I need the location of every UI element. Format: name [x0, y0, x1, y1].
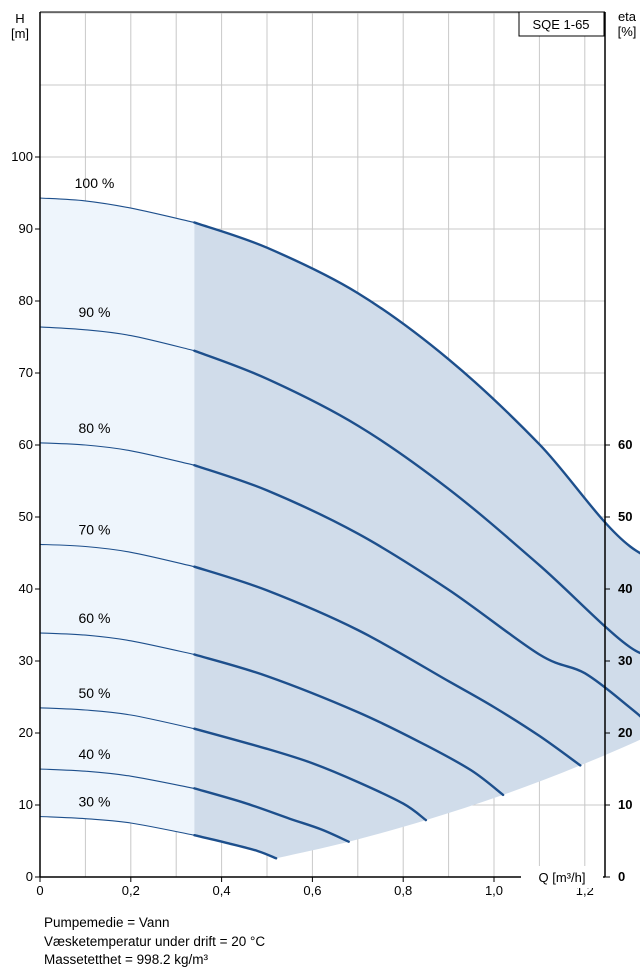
operating-area — [40, 198, 640, 859]
curve-label: 30 % — [79, 794, 111, 810]
note-temperature: Væsketemperatur under drift = 20 °C — [44, 933, 266, 949]
y2-axis-title-line2: [%] — [618, 24, 637, 39]
y-axis-title-line1: H — [15, 11, 24, 26]
model-label: SQE 1-65 — [532, 17, 589, 32]
curve-100-thin — [39, 197, 195, 224]
curve-label: 50 % — [79, 685, 111, 701]
curves — [39, 197, 640, 860]
y-axis-title-line2: [m] — [11, 26, 29, 41]
y-tick-label: 70 — [19, 365, 33, 380]
y-tick-label: 60 — [19, 437, 33, 452]
y-tick-label: 100 — [11, 149, 33, 164]
x-axis-title: Q [m³/h] — [539, 870, 586, 885]
curve-70-thick — [193, 565, 582, 767]
curve-90-thick — [193, 349, 640, 655]
notes: Pumpemedie = Vann Væsketemperatur under … — [44, 914, 265, 970]
curve-40-thin — [39, 768, 195, 789]
curve-100-thick — [193, 221, 640, 555]
curve-label: 70 % — [79, 521, 111, 537]
x-axis-title-bg — [521, 866, 603, 888]
y-tick-label: 20 — [19, 725, 33, 740]
y-tick-label: 10 — [19, 797, 33, 812]
y-tick-label: 80 — [19, 293, 33, 308]
y-tick-label: 50 — [19, 509, 33, 524]
x-tick-label: 1,0 — [485, 883, 503, 898]
note-density: Massetetthet = 998.2 kg/m³ — [44, 952, 208, 967]
operating-range-area — [194, 222, 640, 859]
curve-40-thick — [193, 787, 350, 843]
curve-label: 80 % — [79, 420, 111, 436]
note-medium: Pumpemedie = Vann — [44, 915, 170, 930]
y2-tick-label: 0 — [618, 869, 625, 884]
y2-tick-label: 50 — [618, 509, 632, 524]
y2-tick-label: 10 — [618, 797, 632, 812]
curve-50-thin — [39, 707, 195, 730]
y-tick-label: 90 — [19, 221, 33, 236]
curve-60-thin — [39, 632, 195, 656]
y2-tick-label: 40 — [618, 581, 632, 596]
curve-30-thick — [193, 834, 278, 860]
pump-curve-chart: 100 % 90 % 80 % 70 % 60 % 50 % 40 % 30 % 0 10 20 30… — [11, 9, 640, 898]
x-tick-label: 0 — [36, 883, 43, 898]
curve-70-thin — [39, 543, 195, 568]
x-tick-label: 0,2 — [122, 883, 140, 898]
x-tick-label: 0,4 — [213, 883, 231, 898]
y2-axis-title-line1: eta — [618, 9, 637, 24]
curve-50-thick — [193, 727, 428, 822]
y2-tick-label: 30 — [618, 653, 632, 668]
curve-80-thin — [39, 442, 195, 466]
y2-tick-label: 60 — [618, 437, 632, 452]
plot-frame — [35, 11, 610, 882]
x-tick-label: 0,6 — [303, 883, 321, 898]
curve-label: 40 % — [79, 746, 111, 762]
model-label-box — [518, 11, 605, 37]
y-tick-label: 0 — [26, 869, 33, 884]
curve-80-thick — [193, 464, 640, 718]
y-tick-label: 40 — [19, 581, 33, 596]
x-tick-label: 0,8 — [394, 883, 412, 898]
curve-90-thin — [39, 326, 195, 352]
curve-label: 60 % — [79, 610, 111, 626]
y-tick-label: 30 — [19, 653, 33, 668]
curve-30-thin — [39, 815, 195, 836]
curve-label: 90 % — [79, 304, 111, 320]
curve-60-thick — [193, 653, 505, 797]
y2-tick-label: 20 — [618, 725, 632, 740]
curve-label: 100 % — [75, 175, 115, 191]
